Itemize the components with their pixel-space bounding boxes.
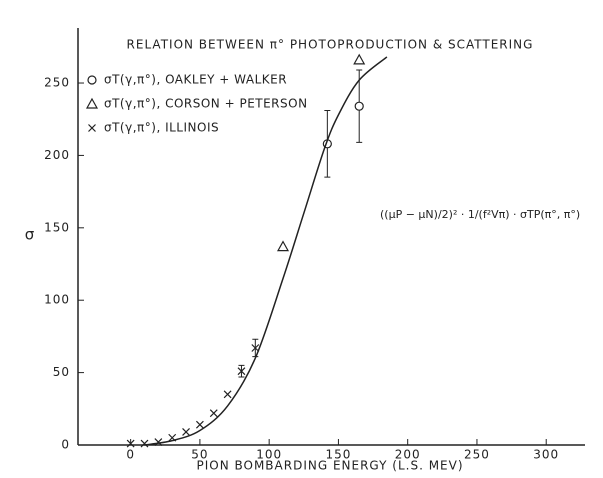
y-tick-label: 50 bbox=[53, 365, 70, 379]
y-axis-label: σ bbox=[25, 226, 36, 244]
annotation: ((μP − μN)/2)² · 1/(f²Vπ) · σTP(π°, π°) bbox=[380, 208, 580, 221]
legend-marker bbox=[88, 124, 96, 132]
point bbox=[223, 390, 232, 399]
x-tick-label: 300 bbox=[533, 448, 559, 462]
y-tick-label: 100 bbox=[44, 293, 70, 307]
point bbox=[353, 53, 366, 65]
curve bbox=[144, 56, 388, 446]
legend-marker bbox=[87, 75, 97, 85]
point bbox=[209, 409, 218, 418]
legend-label: σT(γ,π°), ILLINOIS bbox=[104, 121, 219, 135]
point bbox=[140, 439, 149, 448]
point bbox=[251, 344, 260, 352]
chart-title: RELATION BETWEEN π° PHOTOPRODUCTION & SC… bbox=[127, 38, 534, 52]
x-tick-label: 0 bbox=[126, 448, 135, 462]
x-tick-label: 100 bbox=[256, 448, 282, 462]
y-tick-label: 200 bbox=[44, 148, 70, 162]
legend-label: σT(γ,π°), CORSON + PETERSON bbox=[104, 97, 308, 111]
x-tick-label: 200 bbox=[395, 448, 421, 462]
point bbox=[276, 240, 290, 252]
point bbox=[354, 101, 364, 111]
point bbox=[182, 428, 190, 436]
legend-marker bbox=[85, 97, 99, 109]
y-tick-label: 0 bbox=[61, 438, 70, 452]
legend-label: σT(γ,π°), OAKLEY + WALKER bbox=[104, 73, 287, 87]
y-tick-label: 150 bbox=[44, 220, 70, 234]
point bbox=[237, 367, 246, 376]
point bbox=[154, 438, 163, 447]
x-tick-label: 250 bbox=[464, 448, 490, 462]
x-tick-label: 50 bbox=[191, 448, 208, 462]
x-axis-label: PION BOMBARDING ENERGY (L.S. MEV) bbox=[196, 459, 463, 473]
point bbox=[126, 439, 135, 448]
x-tick-label: 150 bbox=[325, 448, 351, 462]
point bbox=[195, 420, 204, 429]
y-tick-label: 250 bbox=[44, 76, 70, 90]
